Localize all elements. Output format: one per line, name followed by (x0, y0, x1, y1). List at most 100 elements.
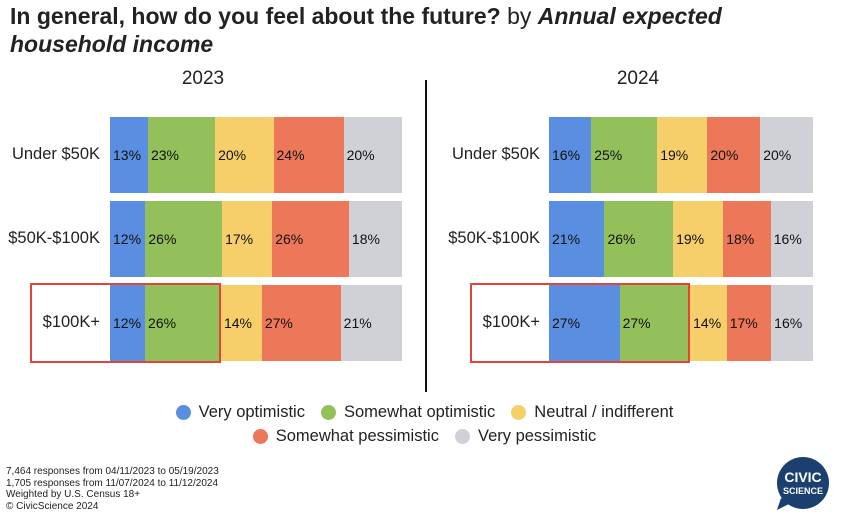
bar-2024-50k-100k-neutral-indifferent: 19% (673, 201, 724, 277)
bar-2023-100k-neutral-indifferent: 14% (220, 285, 262, 361)
highlight-box-2024 (470, 283, 691, 363)
bar-2023-50k-100k-neutral-indifferent: 17% (222, 201, 273, 277)
bar-row-2023-100k: 12% 26% 14% 27% 21% (110, 285, 402, 361)
bar-2023-100k-very-pessimistic: 21% (340, 285, 402, 361)
bar-2024-50k-100k-somewhat-optimistic: 26% (604, 201, 674, 277)
category-label-2023-under-50k: Under $50K (11, 145, 100, 163)
bar-2023-50k-100k-very-pessimistic: 18% (348, 201, 402, 277)
legend-item-very-pessimistic: Very pessimistic (454, 427, 597, 446)
bar-row-2024-under-50k: 16% 25% 19% 20% 20% (549, 117, 813, 193)
panel-divider (425, 80, 427, 392)
bar-2023-under-50k-neutral-indifferent: 20% (215, 117, 274, 193)
bar-2023-50k-100k-very-optimistic: 12% (110, 201, 146, 277)
data-label-2024-100k-very-optimistic: 27% (552, 315, 581, 331)
data-label-2023-under-50k-somewhat-optimistic: 23% (150, 147, 179, 163)
legend-label-somewhat-optimistic: Somewhat optimistic (343, 403, 496, 421)
category-label-2024-50k-100k: $50K-$100K (448, 229, 540, 247)
data-label-2023-100k-somewhat-pessimistic: 27% (264, 315, 293, 331)
legend-label-very-pessimistic: Very pessimistic (477, 427, 597, 445)
bar-row-2023-under-50k: 13% 23% 20% 24% 20% (110, 117, 402, 193)
bar-2023-under-50k-somewhat-optimistic: 23% (147, 117, 216, 193)
data-label-2023-50k-100k-very-optimistic: 12% (113, 231, 142, 247)
data-label-2024-under-50k-very-optimistic: 16% (552, 147, 581, 163)
data-label-2023-under-50k-neutral-indifferent: 20% (218, 147, 247, 163)
data-label-2024-under-50k-somewhat-pessimistic: 20% (710, 147, 739, 163)
bar-2024-50k-100k-very-optimistic: 21% (549, 201, 605, 277)
logo-text-science: SCIENCE (783, 486, 823, 496)
data-label-2023-50k-100k-very-pessimistic: 18% (351, 231, 380, 247)
bar-2023-under-50k-very-optimistic: 13% (110, 117, 148, 193)
data-label-2023-100k-very-optimistic: 12% (113, 315, 142, 331)
legend-dot-somewhat-optimistic (320, 405, 336, 420)
title-dimension-2: household income (10, 31, 214, 57)
data-label-2024-100k-somewhat-optimistic: 27% (622, 315, 651, 331)
bar-row-2024-100k: 27% 27% 14% 17% 16% (549, 285, 813, 361)
footnotes: 7,464 responses from 04/11/2023 to 05/19… (6, 466, 219, 512)
title-dimension-1: Annual expected (537, 3, 722, 29)
data-label-2024-100k-somewhat-pessimistic: 17% (729, 315, 758, 331)
data-label-2024-under-50k-very-pessimistic: 20% (763, 147, 792, 163)
legend-row-2: Somewhat pessimistic Very pessimistic (0, 427, 849, 446)
bar-2023-100k-somewhat-pessimistic: 27% (261, 285, 341, 361)
bar-2024-100k-somewhat-pessimistic: 17% (726, 285, 772, 361)
data-label-2023-100k-neutral-indifferent: 14% (223, 315, 252, 331)
data-label-2024-50k-100k-very-pessimistic: 16% (773, 231, 802, 247)
data-label-2023-50k-100k-somewhat-pessimistic: 26% (275, 231, 304, 247)
panel-title-2023: 2023 (181, 68, 225, 89)
highlight-box-2023 (30, 283, 221, 363)
logo-circle (777, 457, 829, 509)
chart-title: In general, how do you feel about the fu… (10, 2, 840, 58)
data-label-2023-50k-100k-somewhat-optimistic: 26% (148, 231, 177, 247)
legend-label-neutral: Neutral / indifferent (534, 403, 674, 421)
bar-2024-100k-very-pessimistic: 16% (771, 285, 813, 361)
bar-2024-100k-very-optimistic: 27% (549, 285, 620, 361)
data-label-2023-50k-100k-neutral-indifferent: 17% (225, 231, 254, 247)
legend-label-somewhat-pessimistic: Somewhat pessimistic (275, 427, 439, 445)
bar-2024-under-50k-very-optimistic: 16% (549, 117, 592, 193)
data-label-2024-50k-100k-very-optimistic: 21% (552, 231, 581, 247)
category-label-2024-100k: $100K+ (482, 313, 540, 331)
civicscience-logo: CIVIC SCIENCE (777, 457, 829, 510)
title-by: by (500, 3, 538, 29)
bar-row-2023-50k-100k: 12% 26% 17% 26% 18% (110, 201, 402, 277)
legend-item-somewhat-pessimistic: Somewhat pessimistic (252, 427, 439, 446)
category-label-2023-100k: $100K+ (42, 313, 100, 331)
footnote-responses-2024: 1,705 responses from 11/07/2024 to 11/12… (6, 477, 219, 489)
bar-2024-50k-100k-somewhat-pessimistic: 18% (723, 201, 771, 277)
legend-dot-somewhat-pessimistic (252, 429, 268, 444)
bar-2024-under-50k-somewhat-optimistic: 25% (591, 117, 658, 193)
bar-2024-under-50k-neutral-indifferent: 19% (657, 117, 708, 193)
legend-item-very-optimistic: Very optimistic (175, 403, 305, 422)
legend-dot-very-pessimistic (454, 429, 470, 444)
data-label-2024-50k-100k-somewhat-optimistic: 26% (607, 231, 636, 247)
data-label-2024-50k-100k-somewhat-pessimistic: 18% (726, 231, 755, 247)
data-label-2023-100k-very-pessimistic: 21% (343, 315, 372, 331)
bar-2023-under-50k-very-pessimistic: 20% (343, 117, 402, 193)
data-label-2023-under-50k-very-optimistic: 13% (113, 147, 142, 163)
data-label-2024-under-50k-neutral-indifferent: 19% (660, 147, 689, 163)
data-label-2024-100k-very-pessimistic: 16% (774, 315, 803, 331)
bar-2024-100k-somewhat-optimistic: 27% (619, 285, 691, 361)
bar-2024-under-50k-very-pessimistic: 20% (760, 117, 813, 193)
footnote-responses-2023: 7,464 responses from 04/11/2023 to 05/19… (6, 466, 219, 477)
data-label-2023-under-50k-very-pessimistic: 20% (346, 147, 375, 163)
legend-item-neutral: Neutral / indifferent (511, 403, 673, 422)
bar-2023-50k-100k-somewhat-pessimistic: 26% (272, 201, 349, 277)
logo-text-civic: CIVIC (784, 469, 821, 485)
legend-dot-very-optimistic (175, 405, 191, 420)
bar-2024-under-50k-somewhat-pessimistic: 20% (707, 117, 761, 193)
legend-item-somewhat-optimistic: Somewhat optimistic (320, 403, 496, 422)
bar-2023-under-50k-somewhat-pessimistic: 24% (273, 117, 344, 193)
legend-row-1: Very optimistic Somewhat optimistic Neut… (0, 403, 849, 422)
legend-dot-neutral (511, 405, 527, 420)
bar-2024-50k-100k-very-pessimistic: 16% (770, 201, 813, 277)
data-label-2023-100k-somewhat-optimistic: 26% (148, 315, 177, 331)
data-label-2024-under-50k-somewhat-optimistic: 25% (594, 147, 623, 163)
bar-row-2024-50k-100k: 21% 26% 19% 18% 16% (549, 201, 813, 277)
category-label-2023-50k-100k: $50K-$100K (8, 229, 100, 247)
data-label-2023-under-50k-somewhat-pessimistic: 24% (276, 147, 305, 163)
data-label-2024-50k-100k-neutral-indifferent: 19% (676, 231, 705, 247)
title-question: In general, how do you feel about the fu… (10, 3, 501, 29)
bar-2023-100k-very-optimistic: 12% (110, 285, 146, 361)
bar-2023-100k-somewhat-optimistic: 26% (145, 285, 221, 361)
